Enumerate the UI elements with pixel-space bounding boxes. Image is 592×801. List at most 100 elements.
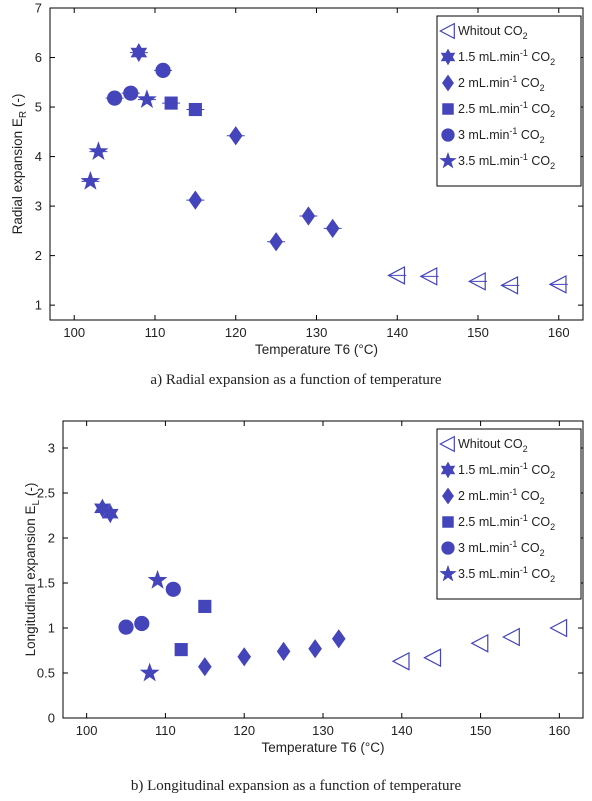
legend-entry: 3 mL.min-1 CO2 (458, 539, 545, 558)
y-tick-label: 2 (48, 531, 55, 546)
data-point-diamond (269, 232, 283, 252)
x-axis-label: Temperature T6 (°C) (262, 740, 385, 755)
legend-label: Whitout CO (458, 24, 523, 38)
data-point-pentagram (147, 569, 168, 589)
legend-superscript: -1 (520, 513, 528, 523)
series-circle (118, 581, 181, 635)
legend-marker-pentagram (439, 564, 457, 582)
legend-label: 2.5 mL.min (458, 515, 520, 529)
legend-subscript: 2 (540, 496, 545, 506)
y-tick-label: 6 (35, 50, 42, 65)
x-tick-label: 150 (470, 723, 492, 738)
data-point-pentagram (137, 89, 157, 109)
y-axis-label-unit: (-) (10, 94, 25, 111)
legend-marker-diamond (442, 74, 454, 92)
legend-subscript: 2 (550, 161, 555, 171)
y-tick-label: 2 (35, 248, 42, 263)
legend-superscript: -1 (509, 487, 517, 497)
legend-box (436, 428, 582, 600)
legend-label-gas: CO (528, 567, 551, 581)
legend-label-gas: CO (528, 154, 551, 168)
legend-subscript: 2 (523, 444, 528, 454)
x-tick-label: 100 (63, 325, 85, 340)
legend-entry: 2 mL.min-1 CO2 (458, 487, 545, 506)
series-hexagram (94, 498, 119, 524)
legend-label: 2.5 mL.min (458, 102, 520, 116)
y-tick-label: 7 (35, 1, 42, 16)
legend-entry: 3.5 mL.min-1 CO2 (458, 152, 555, 171)
chart-radial-expansion: 100 110 120 130 140 150 160 1 2 3 4 5 6 7 Temperature … (10, 1, 584, 357)
data-point-triangle-left-open (467, 271, 486, 291)
legend-subscript: 2 (550, 109, 555, 119)
legend-superscript: -1 (520, 152, 528, 162)
data-point-diamond (325, 218, 340, 238)
x-tick-label: 140 (391, 723, 413, 738)
data-point-hexagram (101, 504, 119, 524)
data-point-circle (134, 615, 150, 632)
data-point-square (174, 643, 188, 657)
data-point-circle (165, 581, 181, 597)
x-tick-label: 100 (76, 723, 98, 738)
y-axis-label-main: Radial expansion E (10, 118, 25, 234)
legend-box (436, 15, 582, 187)
x-tick-label: 150 (467, 325, 489, 340)
legend-label-gas: CO (528, 463, 551, 477)
series-diamond (186, 126, 342, 252)
legend-marker-pentagram (439, 151, 457, 169)
x-tick-label: 120 (233, 723, 255, 738)
legend-subscript: 2 (523, 31, 528, 41)
series-circle (105, 62, 173, 106)
legend-entry: 1.5 mL.min-1 CO2 (458, 48, 555, 67)
legend-subscript: 2 (540, 548, 545, 558)
y-tick-label: 2.5 (37, 486, 55, 501)
y-axis-label-unit: (-) (23, 483, 38, 500)
legend-superscript: -1 (520, 100, 528, 110)
series-pentagram (139, 569, 168, 682)
y-tick-label: 1 (35, 298, 42, 313)
caption-a: a) Radial expansion as a function of tem… (150, 372, 442, 388)
legend-entry: 1.5 mL.min-1 CO2 (458, 461, 555, 480)
legend-label-gas: CO (517, 128, 540, 142)
legend-marker-circle (441, 128, 455, 142)
legend-label: 2 mL.min (458, 76, 509, 90)
legend-entry: Whitout CO2 (458, 24, 528, 41)
legend-label: 3.5 mL.min (458, 567, 520, 581)
legend-entry: 3.5 mL.min-1 CO2 (458, 565, 555, 584)
legend-superscript: -1 (509, 74, 517, 84)
legend-marker-square (442, 516, 454, 528)
legend-subscript: 2 (550, 522, 555, 532)
data-point-diamond (331, 629, 346, 649)
legend-entry: 3 mL.min-1 CO2 (458, 126, 545, 145)
legend-superscript: -1 (509, 539, 517, 549)
legend-label: 1.5 mL.min (458, 463, 520, 477)
legend-subscript: 2 (550, 57, 555, 67)
data-point-diamond (301, 206, 316, 226)
x-tick-label: 160 (548, 325, 570, 340)
legend-marker-circle (441, 541, 455, 555)
x-tick-label: 160 (549, 723, 571, 738)
y-tick-label: 3 (48, 441, 55, 456)
series-triangle-left-open (387, 266, 568, 295)
data-point-triangle-left-open (423, 648, 442, 668)
legend-subscript: 2 (540, 135, 545, 145)
legend-superscript: -1 (520, 565, 528, 575)
data-point-square (198, 599, 212, 613)
legend-superscript: -1 (520, 48, 528, 58)
x-tick-label: 110 (145, 325, 166, 340)
legend-entry: 2 mL.min-1 CO2 (458, 74, 545, 93)
data-point-pentagram (139, 662, 160, 682)
data-point-hexagram (94, 498, 111, 518)
data-point-circle (155, 62, 171, 78)
legend-superscript: -1 (509, 126, 517, 136)
series-hexagram (129, 42, 148, 63)
series-pentagram (80, 89, 157, 190)
data-point-diamond (188, 190, 203, 210)
data-point-diamond (276, 641, 291, 661)
x-tick-label: 120 (225, 325, 247, 340)
legend-entry: Whitout CO2 (458, 437, 528, 454)
legend-superscript: -1 (520, 461, 528, 471)
y-axis-label-sub: R (18, 111, 29, 118)
legend-marker-triangle-left-open (439, 435, 455, 453)
y-axis-label-sub: L (31, 499, 42, 505)
